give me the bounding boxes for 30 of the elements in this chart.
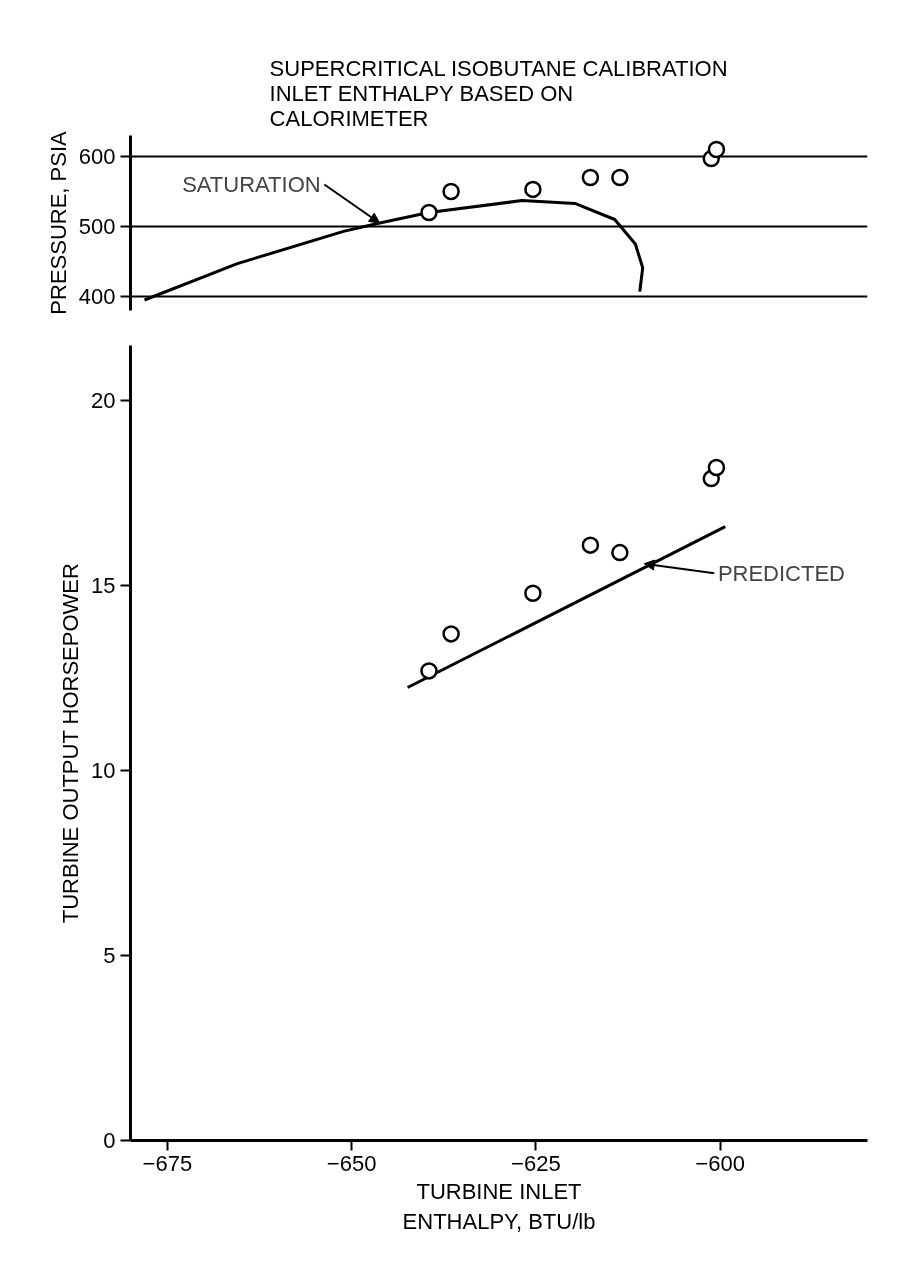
point <box>611 543 629 562</box>
point <box>442 182 460 201</box>
y-tick-label: 15 <box>91 573 116 599</box>
point <box>611 168 629 187</box>
point <box>442 625 460 643</box>
y-tick-label: 500 <box>78 214 116 239</box>
point <box>707 458 726 477</box>
y-tick-label: 600 <box>78 144 116 169</box>
point <box>420 662 438 680</box>
point <box>524 584 542 602</box>
y-tick-label: 400 <box>78 284 116 309</box>
y-tick-label: 20 <box>91 388 116 414</box>
annotation: SATURATION <box>182 172 321 197</box>
chart-title: SUPERCRITICAL ISOBUTANE CALIBRATION INLET ENTHALPY BASED ON CALORIMETER <box>269 55 728 131</box>
y-tick-label: 10 <box>91 758 116 784</box>
point <box>420 203 438 222</box>
y-axis-title: TURBINE OUTPUT HORSEPOWER <box>58 563 84 924</box>
x-tick-label: −625 <box>511 1150 561 1176</box>
x-tick-label: −650 <box>326 1150 377 1176</box>
point <box>707 140 726 159</box>
point <box>581 536 600 554</box>
x-tick-label: −600 <box>695 1150 745 1176</box>
x-axis-title: TURBINE INLET ENTHALPY, BTU/lb <box>402 1178 596 1234</box>
x-tick-label: −675 <box>142 1150 193 1176</box>
point <box>581 168 600 187</box>
y-axis-title: PRESSURE, PSIA <box>45 130 71 315</box>
y-tick-label: 0 <box>103 1128 116 1153</box>
point <box>524 180 542 199</box>
annotation: PREDICTED <box>717 560 846 586</box>
y-tick-label: 5 <box>103 943 116 969</box>
